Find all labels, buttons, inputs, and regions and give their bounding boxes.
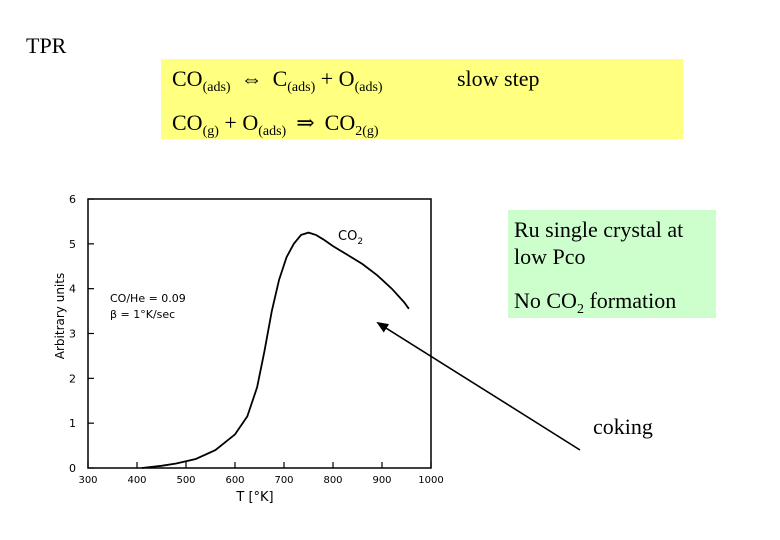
- info-no-co2-sub: 2: [576, 302, 584, 317]
- y-tick-label: 1: [69, 417, 76, 430]
- eq1-c: C: [272, 66, 288, 91]
- y-tick-label: 2: [69, 372, 76, 385]
- x-tick-label: 1000: [418, 475, 443, 486]
- x-tick-label: 600: [225, 475, 244, 486]
- eq2-co2-sub: 2(g): [355, 124, 379, 139]
- slide-title: TPR: [26, 33, 67, 58]
- y-axis: 0 1 2 3 4 5 6: [69, 193, 94, 475]
- eq1-o: O: [338, 66, 355, 91]
- coking-arrow: [376, 321, 581, 451]
- y-tick-label: 3: [69, 328, 76, 341]
- co2-series-line: [141, 231, 410, 469]
- x-tick-label: 300: [78, 475, 97, 486]
- y-tick-label: 5: [69, 238, 76, 251]
- equation-co2-formation: CO(g) + O(ads) ⇒ CO2(g): [172, 110, 379, 140]
- equation-box: CO(ads) ⇔ C(ads) + O(ads) slow step CO(g) …: [161, 59, 683, 139]
- info-no-co2-text: No CO2 formation: [514, 288, 676, 318]
- annotation-co-he-ratio: CO/He = 0.09: [110, 292, 186, 305]
- eq1-c-sub: (ads): [287, 80, 316, 95]
- double-arrow-icon: ⇔: [240, 66, 263, 91]
- annotation-heating-rate: β = 1°K/sec: [110, 308, 175, 321]
- implies-arrow-icon: ⇒: [296, 110, 315, 135]
- eq2-o: O: [242, 110, 259, 135]
- y-tick-label: 0: [69, 462, 76, 475]
- coking-label: coking: [593, 414, 653, 439]
- x-axis: 300 400 500 600 700 800 900 1000: [78, 462, 444, 486]
- eq1-o-sub: (ads): [354, 80, 383, 95]
- eq2-plus: +: [224, 110, 237, 135]
- eq2-co: CO: [172, 110, 203, 135]
- x-tick-label: 800: [323, 475, 342, 486]
- y-tick-label: 4: [69, 283, 76, 296]
- info-box: Ru single crystal at low Pco No CO2 form…: [508, 210, 716, 318]
- plot-frame: [87, 198, 432, 469]
- info-no-co2-pre: No CO: [514, 288, 577, 313]
- co2-series-label-sub: 2: [357, 237, 363, 247]
- co2-series-label: CO2: [338, 229, 363, 247]
- eq1-co: CO: [172, 66, 203, 91]
- slow-step-label: slow step: [457, 66, 540, 91]
- y-tick-label: 6: [69, 193, 76, 206]
- x-tick-label: 900: [372, 475, 391, 486]
- eq2-co-sub: (g): [202, 124, 219, 139]
- x-tick-label: 700: [274, 475, 293, 486]
- eq2-o-sub: (ads): [258, 124, 287, 139]
- co2-series-label-main: CO: [338, 229, 357, 244]
- eq1-co-sub: (ads): [202, 80, 231, 95]
- equation-adsorbed-dissociation: CO(ads) ⇔ C(ads) + O(ads): [172, 66, 383, 96]
- eq2-co2: CO: [324, 110, 356, 135]
- x-tick-label: 500: [176, 475, 195, 486]
- eq1-plus: +: [320, 66, 334, 91]
- y-axis-label: Arbitrary units: [53, 273, 67, 359]
- x-axis-label: T [°K]: [235, 490, 273, 505]
- info-no-co2-post: formation: [583, 288, 677, 313]
- info-crystal-text: Ru single crystal at low Pco: [514, 217, 684, 269]
- x-tick-label: 400: [127, 475, 146, 486]
